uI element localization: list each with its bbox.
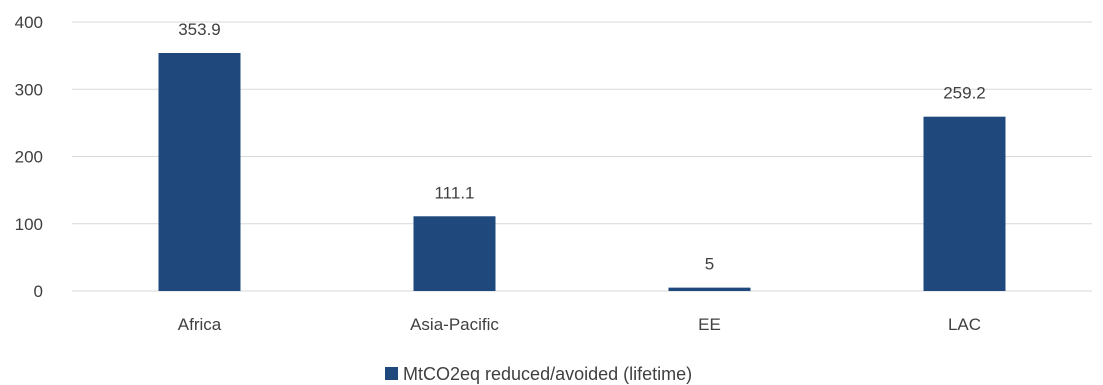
data-label: 259.2 <box>943 84 986 103</box>
data-label: 353.9 <box>178 20 221 39</box>
category-label: LAC <box>948 315 981 334</box>
bar-lac <box>923 116 1006 291</box>
legend: MtCO2eq reduced/avoided (lifetime) <box>385 364 692 384</box>
y-tick-label: 100 <box>15 215 43 234</box>
x-axis-category-labels: Africa Asia-Pacific EE LAC <box>178 315 981 334</box>
legend-swatch <box>385 367 398 380</box>
data-label: 111.1 <box>434 183 474 202</box>
data-label: 5 <box>705 255 714 274</box>
category-label: EE <box>698 315 721 334</box>
data-labels: 353.9 111.1 5 259.2 <box>178 20 986 274</box>
y-tick-label: 0 <box>34 282 43 301</box>
bar-ee <box>668 287 751 291</box>
gridlines <box>72 21 1092 292</box>
y-axis-tick-labels: 0 100 200 300 400 <box>15 13 43 301</box>
legend-label: MtCO2eq reduced/avoided (lifetime) <box>403 364 692 384</box>
y-tick-label: 400 <box>15 13 43 32</box>
y-tick-label: 300 <box>15 80 43 99</box>
category-label: Africa <box>178 315 222 334</box>
bar-africa <box>158 53 241 291</box>
category-label: Asia-Pacific <box>410 315 499 334</box>
bars <box>158 53 1006 291</box>
y-tick-label: 200 <box>15 148 43 167</box>
bar-asia-pacific <box>413 216 496 291</box>
